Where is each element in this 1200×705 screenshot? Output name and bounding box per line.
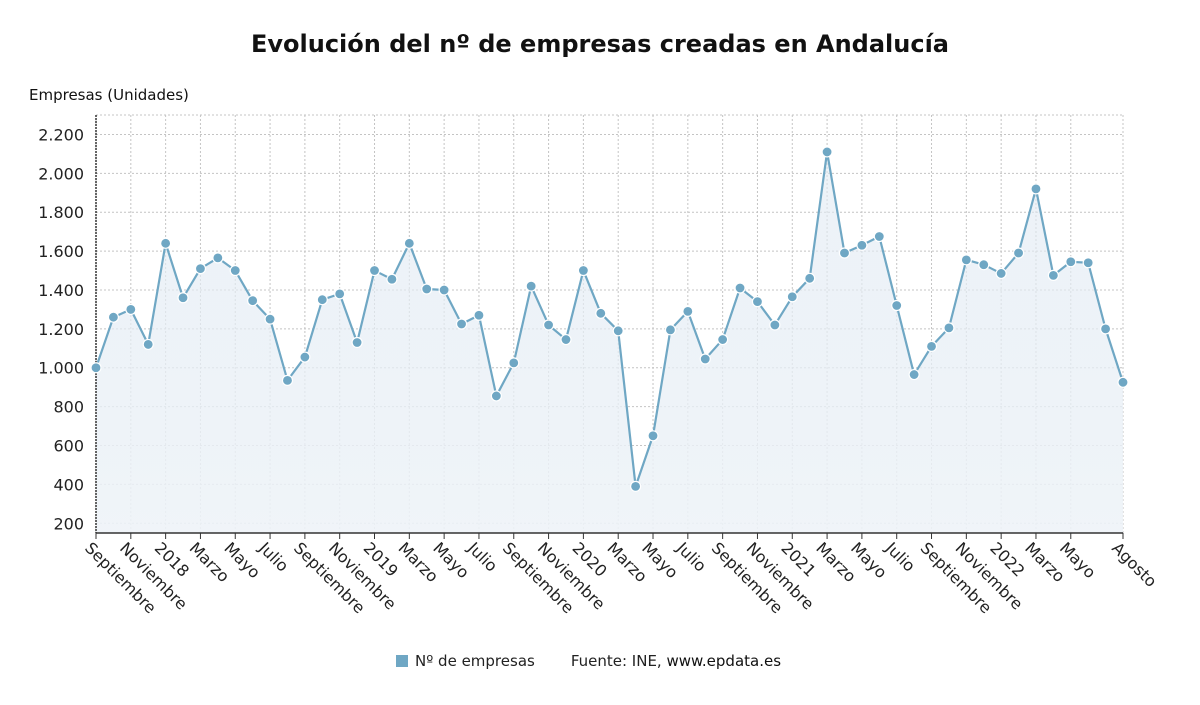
data-point[interactable] [299, 351, 311, 363]
data-point[interactable] [142, 338, 154, 351]
data-point[interactable] [925, 340, 938, 352]
data-point[interactable] [804, 272, 816, 284]
data-point[interactable] [264, 313, 276, 325]
data-point[interactable] [1030, 183, 1042, 195]
data-point[interactable] [960, 254, 972, 266]
data-point[interactable] [194, 262, 207, 275]
data-point[interactable] [630, 480, 642, 492]
data-point[interactable] [455, 318, 468, 330]
data-point[interactable] [943, 322, 955, 334]
y-tick-label: 2.200 [38, 125, 84, 144]
y-tick-label: 1.200 [38, 320, 84, 339]
data-point[interactable] [873, 230, 885, 243]
data-point[interactable] [1047, 269, 1059, 281]
y-tick-labels: 200 400 600 800 1.000 1.200 1.400 1.600 1.800 2.0… [38, 125, 84, 533]
data-point[interactable] [1065, 256, 1077, 268]
data-point[interactable] [995, 267, 1007, 280]
data-point[interactable] [177, 292, 189, 304]
y-tick-label: 1.400 [38, 281, 84, 300]
data-point[interactable] [160, 237, 172, 249]
x-tick-labels: SeptiembreNoviembre2018MarzoMayoJulioSep… [81, 538, 1161, 618]
data-point[interactable] [612, 325, 624, 337]
data-point[interactable] [699, 353, 711, 365]
source-note: Fuente: INE, www.epdata.es [571, 652, 781, 670]
data-point[interactable] [403, 237, 415, 249]
data-point[interactable] [908, 368, 920, 381]
data-point[interactable] [316, 294, 328, 306]
data-point[interactable] [891, 299, 903, 312]
data-point[interactable] [560, 333, 572, 346]
y-tick-label: 2.000 [38, 164, 84, 183]
data-point[interactable] [717, 333, 729, 346]
data-point[interactable] [821, 146, 833, 158]
data-point[interactable] [838, 247, 851, 259]
y-tick-label: 600 [53, 437, 84, 456]
data-point[interactable] [734, 282, 746, 294]
data-point[interactable] [368, 264, 381, 277]
data-point[interactable] [577, 264, 589, 277]
data-point[interactable] [90, 362, 102, 374]
data-point[interactable] [421, 283, 433, 295]
legend-swatch [396, 655, 408, 667]
data-point[interactable] [786, 291, 798, 303]
y-tick-label: 1.600 [38, 242, 84, 261]
y-tick-label: 400 [53, 475, 84, 494]
data-points [90, 146, 1129, 492]
data-point[interactable] [664, 324, 677, 336]
data-point[interactable] [107, 311, 120, 323]
y-tick-label: 200 [53, 514, 84, 533]
data-point[interactable] [542, 319, 555, 331]
series-area [96, 151, 1123, 534]
y-axis-title: Empresas (Unidades) [29, 86, 189, 104]
data-point[interactable] [1012, 247, 1025, 259]
data-point[interactable] [438, 284, 450, 296]
data-point[interactable] [647, 430, 659, 442]
data-point[interactable] [1117, 376, 1129, 388]
data-point[interactable] [229, 264, 241, 277]
data-point[interactable] [525, 280, 537, 292]
legend-label: Nº de empresas [415, 652, 535, 670]
data-point[interactable] [682, 305, 694, 317]
y-tick-label: 1.800 [38, 203, 84, 222]
data-point[interactable] [508, 357, 520, 369]
x-tick-label: Agosto [1108, 538, 1161, 591]
data-point[interactable] [856, 239, 868, 251]
y-tick-label: 1.000 [38, 359, 84, 378]
data-point[interactable] [212, 252, 224, 264]
data-point[interactable] [281, 374, 294, 386]
data-point[interactable] [978, 259, 990, 271]
source-link[interactable]: www.epdata.es [666, 652, 782, 670]
data-point[interactable] [1082, 257, 1094, 269]
data-point[interactable] [473, 309, 485, 321]
data-point[interactable] [1099, 323, 1112, 335]
y-tick-label: 800 [53, 398, 84, 417]
data-point[interactable] [769, 319, 781, 331]
data-point[interactable] [351, 336, 363, 349]
axes [95, 115, 1124, 539]
data-point[interactable] [751, 296, 764, 308]
data-point[interactable] [334, 288, 346, 300]
area-fill [96, 151, 1123, 534]
source-prefix: Fuente: INE, [570, 652, 662, 670]
data-point[interactable] [386, 273, 398, 285]
chart-title: Evolución del nº de empresas creadas en … [250, 30, 949, 58]
data-point[interactable] [490, 390, 502, 402]
data-point[interactable] [125, 303, 137, 316]
data-point[interactable] [247, 295, 259, 307]
data-point[interactable] [595, 307, 607, 319]
legend: Nº de empresas Fuente: INE, www.epdata.e… [396, 652, 781, 670]
